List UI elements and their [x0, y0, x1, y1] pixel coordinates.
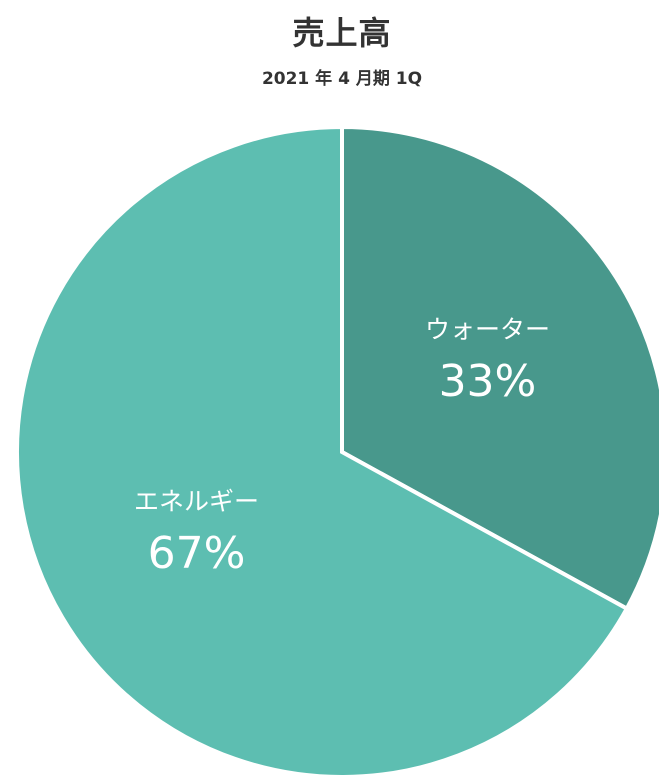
slice-name-label: エネルギー [134, 487, 259, 516]
pie-slice-1 [340, 124, 659, 612]
slice-value-label: 67% [148, 528, 246, 579]
slice-name-label: ウォーター [425, 315, 550, 344]
chart-title: 売上高 [292, 14, 392, 52]
chart-subtitle: 2021 年 4 月期 1Q [261, 69, 423, 89]
pie-slice-2 [15, 124, 630, 776]
slice-value-label: 33% [439, 356, 537, 407]
